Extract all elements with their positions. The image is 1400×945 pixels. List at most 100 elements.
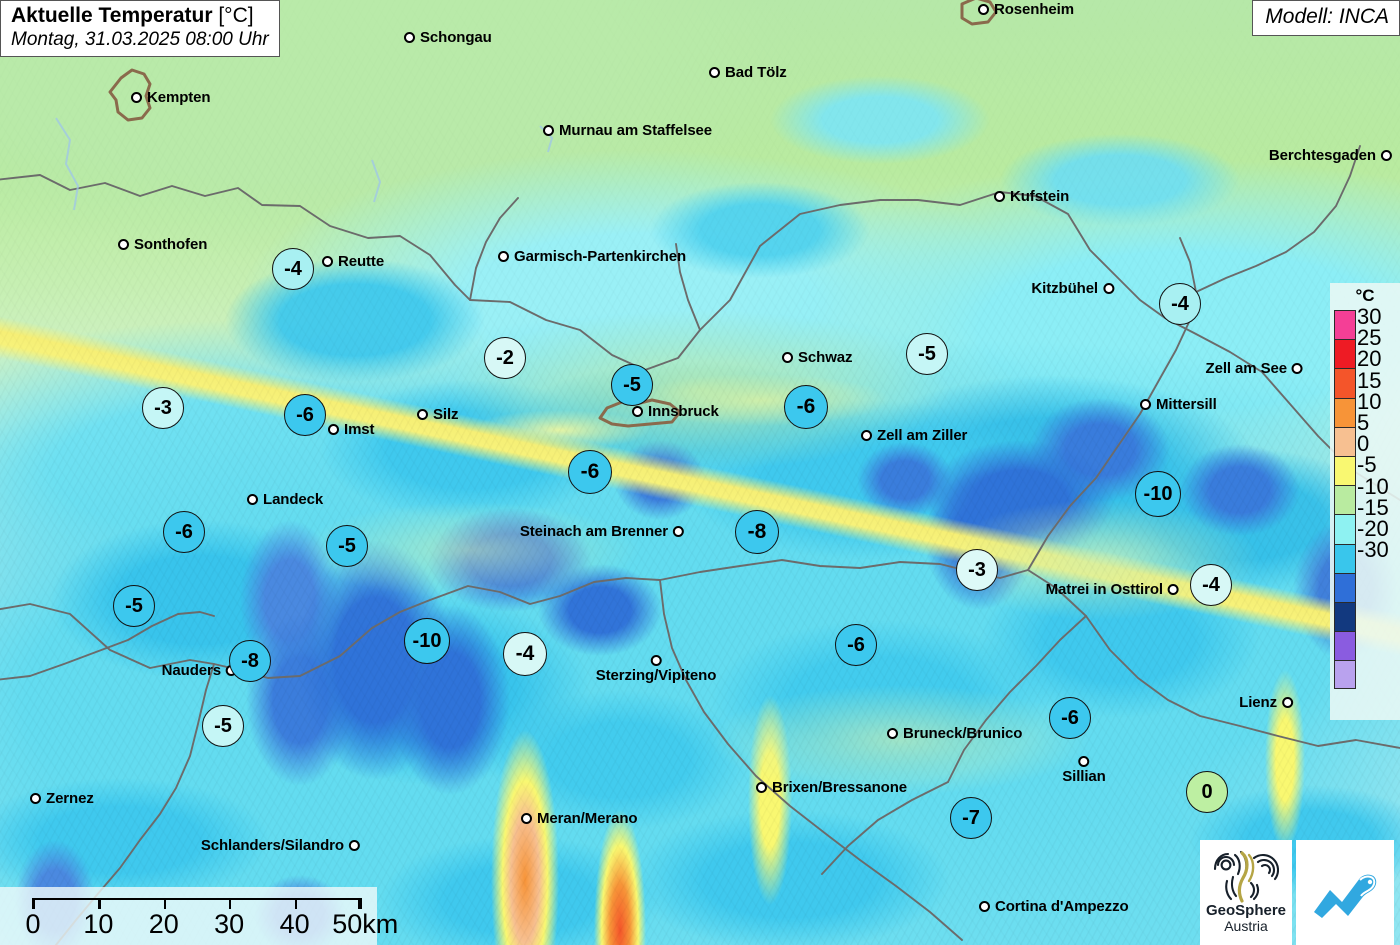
legend-color-swatch: [1334, 339, 1356, 369]
city-label: Nauders: [161, 662, 221, 679]
city-dot-icon: [1282, 697, 1293, 708]
city-marker: Innsbruck: [632, 403, 719, 420]
tirol-eagle-icon: [1314, 874, 1377, 918]
legend-color-swatch: [1334, 572, 1356, 602]
scale-tick: [294, 898, 297, 909]
city-marker: Kitzbühel: [1031, 280, 1114, 297]
station-temperature-bubble: -6: [784, 385, 828, 429]
tirol-logo[interactable]: [1296, 840, 1394, 945]
city-dot-icon: [118, 239, 129, 250]
city-marker: Rosenheim: [978, 1, 1074, 18]
station-temperature-bubble: -5: [113, 585, 155, 627]
scale-tick: [360, 898, 363, 909]
geosphere-mark-icon: [1213, 851, 1279, 903]
station-temperature-bubble: -8: [229, 640, 271, 682]
city-dot-icon: [521, 813, 532, 824]
title-headline: Aktuelle Temperatur: [11, 4, 213, 27]
geosphere-wordmark-line2: Austria: [1224, 918, 1268, 935]
title-timestamp: Montag, 31.03.2025 08:00 Uhr: [11, 28, 269, 50]
city-marker: Kufstein: [994, 188, 1069, 205]
station-temperature-bubble: -5: [202, 705, 244, 747]
station-temperature-bubble: -8: [735, 510, 779, 554]
city-label: Bruneck/Brunico: [903, 725, 1023, 742]
station-temperature-bubble: -4: [272, 248, 314, 290]
city-label: Zell am See: [1205, 360, 1288, 377]
city-marker: Lienz: [1239, 694, 1293, 711]
station-temperature-bubble: -3: [956, 549, 998, 591]
city-marker: Landeck: [247, 491, 323, 508]
city-label: Kufstein: [1010, 188, 1070, 205]
city-dot-icon: [1168, 584, 1179, 595]
legend-tick-labels: 30 25 20 15 10 5 0 -5 -10 -15 -20 -30: [1357, 304, 1389, 564]
city-label: Imst: [344, 421, 375, 438]
city-dot-icon: [632, 406, 643, 417]
legend-tick-label: -15: [1357, 494, 1389, 520]
station-temperature-bubble: -2: [484, 337, 526, 379]
legend-color-swatch: [1334, 310, 1356, 340]
city-marker: Nauders: [162, 662, 237, 679]
legend-color-swatch: [1334, 426, 1356, 456]
city-dot-icon: [1381, 150, 1392, 161]
scale-rule: [32, 898, 360, 909]
page-title: Aktuelle Temperatur [°C]: [11, 4, 269, 29]
scale-tick-label: 10: [83, 909, 114, 939]
city-label: Zell am Ziller: [877, 427, 968, 444]
city-dot-icon: [887, 728, 898, 739]
legend-color-swatch: [1334, 660, 1356, 690]
scale-bar: 0 10 20 30 40 50km: [0, 887, 398, 945]
scale-tick-label: 50km: [332, 909, 399, 939]
legend-tick-label: -20: [1357, 515, 1389, 541]
city-label: Kitzbühel: [1031, 280, 1098, 297]
logo-row: GeoSphere Austria: [1200, 840, 1394, 945]
legend-tick-label: 5: [1357, 409, 1370, 435]
city-label: Sillian: [1062, 768, 1106, 785]
city-label: Berchtesgaden: [1268, 147, 1376, 164]
city-label: Sonthofen: [134, 236, 208, 253]
city-marker: Zell am See: [1206, 360, 1303, 377]
legend-color-swatch: [1334, 514, 1356, 544]
city-label: Bad Tölz: [725, 64, 787, 81]
station-temperature-bubble: 0: [1186, 771, 1228, 813]
city-dot-icon: [994, 191, 1005, 202]
legend-color-swatch: [1334, 368, 1356, 398]
city-dot-icon: [349, 840, 360, 851]
city-dot-icon: [417, 409, 428, 420]
city-label: Matrei in Osttirol: [1045, 581, 1163, 598]
city-marker: Kempten: [131, 89, 211, 106]
scale-tick: [33, 898, 36, 909]
geosphere-wordmark-line1: GeoSphere: [1205, 902, 1287, 920]
city-dot-icon: [131, 92, 142, 103]
city-marker: Bad Tölz: [709, 64, 787, 81]
city-dot-icon: [1078, 756, 1090, 767]
station-temperature-bubble: -6: [163, 511, 205, 553]
city-marker: Reutte: [322, 253, 384, 270]
city-label: Silz: [433, 406, 459, 423]
city-marker: Cortina d'Ampezzo: [979, 898, 1129, 915]
legend-color-bars: [1334, 310, 1356, 690]
city-marker: Murnau am Staffelsee: [543, 122, 712, 139]
city-label: Mittersill: [1156, 396, 1217, 413]
scale-tick-label: 0: [25, 909, 41, 939]
city-dot-icon: [673, 526, 684, 537]
city-label: Meran/Merano: [537, 810, 638, 827]
station-temperature-bubble: -6: [1049, 697, 1091, 739]
station-temperature-bubble: -10: [404, 618, 450, 664]
station-temperature-bubble: -3: [142, 387, 184, 429]
city-dot-icon: [978, 4, 989, 15]
city-marker: Sonthofen: [118, 236, 207, 253]
geosphere-austria-logo[interactable]: GeoSphere Austria: [1200, 840, 1292, 945]
city-marker: Zell am Ziller: [861, 427, 967, 444]
city-label: Innsbruck: [648, 403, 719, 420]
legend-tick-label: 25: [1357, 325, 1382, 351]
city-marker: Silz: [417, 406, 459, 423]
city-label: Schlanders/Silandro: [200, 837, 344, 854]
title-unit: [°C]: [218, 4, 254, 27]
city-dot-icon: [328, 424, 339, 435]
city-label: Schwaz: [798, 349, 853, 366]
city-label: Kempten: [147, 89, 211, 106]
scale-tick: [163, 898, 166, 909]
city-dot-icon: [498, 251, 509, 262]
legend-color-swatch: [1334, 485, 1356, 515]
title-box: Aktuelle Temperatur [°C] Montag, 31.03.2…: [0, 0, 280, 58]
